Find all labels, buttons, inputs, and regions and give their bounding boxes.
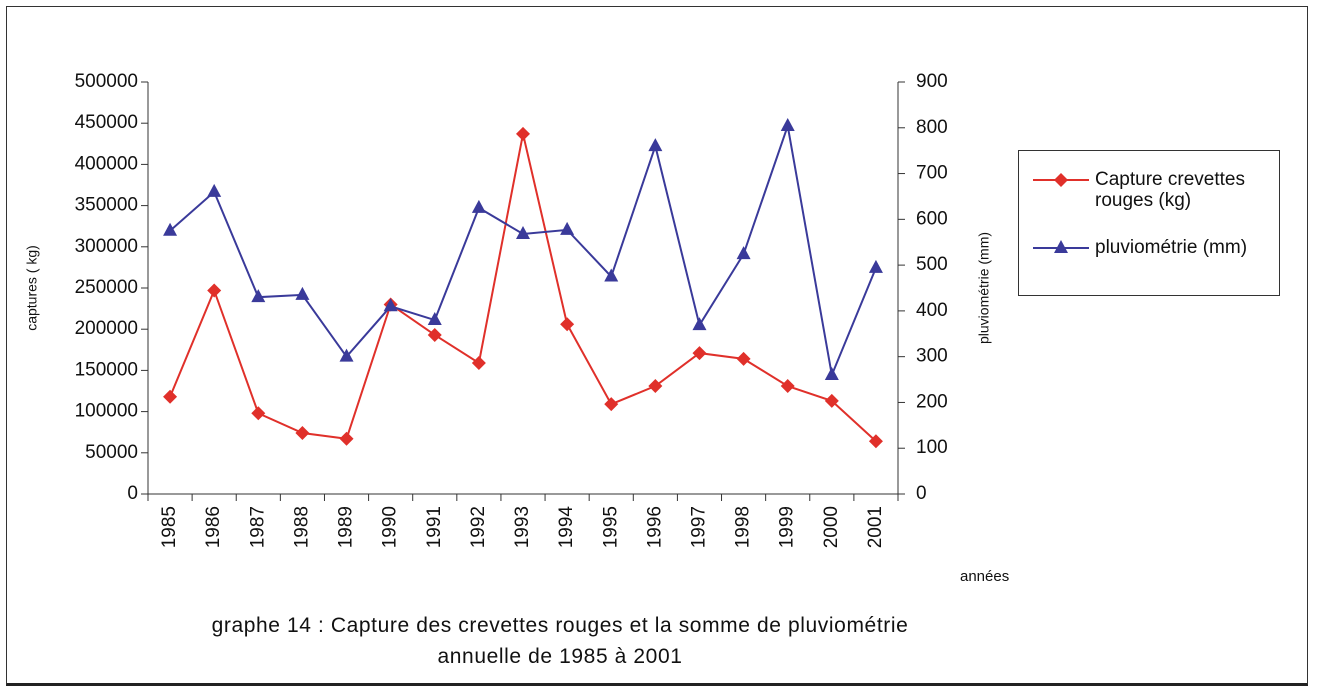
point	[692, 317, 707, 331]
x-tick-label: 1988	[291, 506, 312, 548]
x-tick-label: 1996	[644, 506, 665, 548]
y2-tick-label: 0	[916, 483, 927, 504]
point	[295, 286, 310, 300]
y2-tick-label: 500	[916, 254, 948, 275]
y-tick-label: 0	[127, 483, 138, 504]
point	[339, 348, 354, 362]
legend-marker	[1054, 240, 1068, 253]
x-tick-label: 1994	[556, 506, 577, 549]
point	[780, 117, 795, 131]
y-tick-label: 400000	[75, 153, 138, 174]
y2-tick-label: 200	[916, 391, 948, 412]
point	[383, 298, 398, 312]
point	[516, 225, 530, 239]
point	[471, 355, 486, 370]
y-axis-label: captures ( kg)	[24, 245, 40, 331]
y-tick-label: 150000	[75, 359, 138, 380]
point	[163, 389, 178, 404]
legend-label: pluviométrie (mm)	[1095, 237, 1248, 258]
y2-tick-label: 600	[916, 208, 948, 229]
y2-tick-label: 700	[916, 163, 948, 184]
frame	[6, 6, 1308, 686]
x-tick-label: 2001	[865, 506, 886, 548]
point	[427, 327, 442, 342]
x-tick-label: 1991	[424, 506, 445, 548]
x-tick-label: 1993	[512, 506, 533, 548]
point	[516, 126, 530, 141]
point	[560, 317, 575, 332]
y2-tick-label: 900	[916, 71, 948, 92]
point	[648, 379, 663, 394]
y-tick-label: 200000	[75, 318, 138, 339]
x-tick-label: 1998	[733, 506, 754, 548]
legend: Capture crevettes rouges (kg) pluviométri…	[1018, 150, 1280, 296]
legend-key	[1033, 173, 1089, 187]
point	[604, 397, 619, 412]
y2-tick-label: 300	[916, 346, 948, 367]
y-tick-label: 100000	[75, 401, 138, 422]
point	[736, 246, 751, 260]
x-axis-label: années	[960, 568, 1010, 585]
x-tick-label: 1995	[600, 506, 621, 548]
point	[251, 289, 266, 303]
series-line	[169, 121, 877, 379]
point	[648, 138, 663, 152]
y2-tick-label: 100	[916, 437, 948, 458]
y-tick-label: 500000	[75, 71, 138, 92]
legend-key	[1033, 240, 1089, 253]
x-tick-label: 1987	[247, 506, 268, 548]
point	[427, 312, 442, 326]
point	[339, 431, 354, 446]
y-tick-label: 300000	[75, 236, 138, 257]
point	[736, 351, 751, 366]
y-tick-label: 450000	[75, 112, 138, 133]
point	[560, 221, 575, 235]
x-tick-label: 1990	[380, 506, 401, 548]
point	[692, 346, 707, 361]
x-tick-label: 1986	[203, 506, 224, 548]
y2-axis-label: pluviométrie (mm)	[976, 232, 992, 344]
point	[604, 268, 619, 282]
point	[207, 283, 222, 298]
point	[207, 183, 222, 197]
x-tick-label: 1989	[336, 506, 357, 548]
x-tick-label: 1999	[777, 506, 798, 548]
x-tick-label: 1997	[688, 506, 709, 548]
legend-label: Capture crevettes rouges (kg)	[1095, 169, 1245, 211]
point	[868, 259, 883, 273]
chart-title: graphe 14 : Capture des crevettes rouges…	[211, 614, 909, 668]
y-tick-label: 350000	[75, 195, 138, 216]
x-tick-label: 2000	[821, 506, 842, 548]
point	[163, 222, 178, 236]
point	[251, 406, 266, 421]
point	[824, 393, 839, 408]
y-tick-label: 250000	[75, 277, 138, 298]
point	[868, 434, 883, 449]
point	[824, 366, 839, 380]
y-tick-label: 50000	[85, 442, 138, 463]
x-tick-label: 1992	[468, 506, 489, 548]
point	[780, 379, 795, 394]
legend-marker	[1054, 173, 1068, 187]
y2-tick-label: 800	[916, 117, 948, 138]
y2-tick-label: 400	[916, 300, 948, 321]
point	[295, 426, 310, 441]
x-tick-label: 1985	[159, 506, 180, 548]
point	[471, 199, 486, 213]
